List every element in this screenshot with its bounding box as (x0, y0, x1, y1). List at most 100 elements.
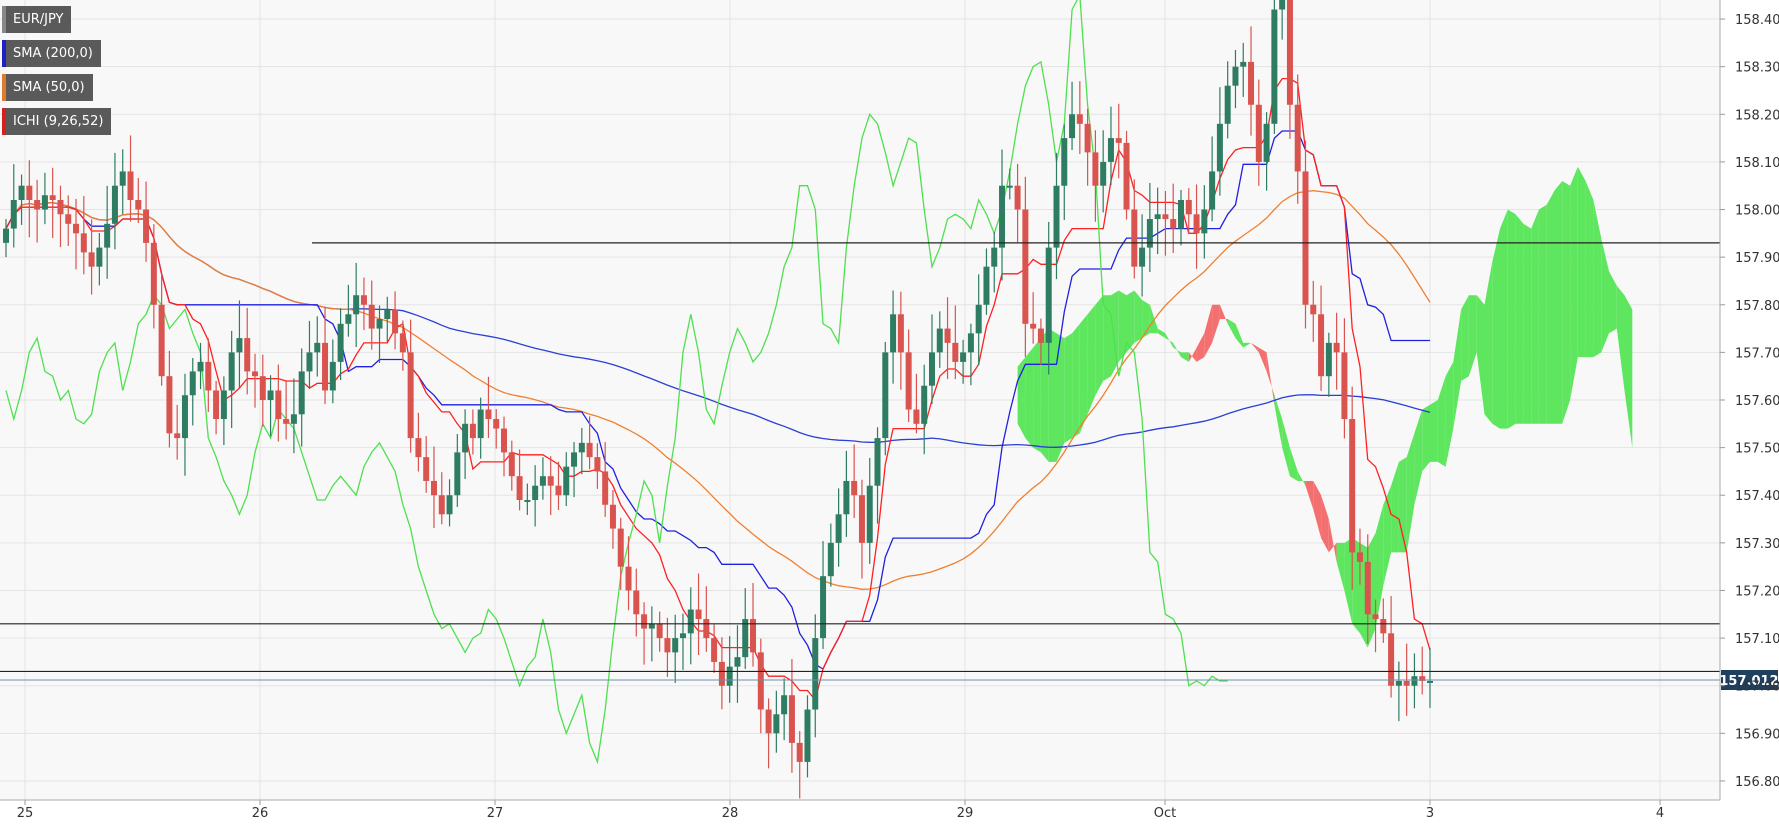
candle-body (641, 614, 648, 629)
sma50-line (5, 190, 1431, 590)
candle-body (1248, 61, 1255, 105)
candle-body (1302, 171, 1309, 305)
legend-ichimoku[interactable]: ICHI (9,26,52) (2, 108, 112, 135)
legend-ichimoku-label: ICHI (9,26,52) (13, 114, 104, 129)
candle-body (890, 314, 897, 353)
candle-body (1014, 185, 1021, 210)
cloud-segment (1173, 342, 1181, 358)
candle-body (275, 390, 282, 420)
legend-symbol-label: EUR/JPY (13, 12, 64, 27)
candle-body (1030, 323, 1037, 329)
candle-body (1084, 123, 1091, 153)
candle-body (174, 433, 181, 439)
y-tick-label: 157.600 (1735, 394, 1779, 409)
y-tick-label: 157.700 (1735, 346, 1779, 361)
candle-body (415, 438, 422, 458)
candle-body (835, 514, 842, 543)
candle-body (905, 352, 912, 410)
candle-body (1263, 123, 1270, 162)
candle-body (283, 419, 290, 424)
candle-body (1232, 66, 1239, 86)
y-tick-label: 157.300 (1735, 537, 1779, 552)
candle-body (1076, 114, 1083, 124)
candle-body (88, 252, 95, 267)
candle-body (252, 371, 259, 377)
candle-body (1006, 185, 1013, 188)
candle-body (734, 657, 741, 667)
cloud-segment (1538, 204, 1547, 424)
y-tick-label: 157.400 (1735, 489, 1779, 504)
cloud-segment (1624, 295, 1633, 448)
candle-body (1139, 247, 1146, 267)
cloud-segment (1593, 200, 1602, 358)
candle-body (493, 419, 500, 429)
candle-body (1092, 152, 1099, 186)
candle-body (1177, 200, 1184, 229)
cloud-segment (1468, 295, 1477, 377)
candle-body (119, 171, 126, 186)
candle-body (57, 200, 64, 215)
candle-body (547, 476, 554, 486)
candle-body (539, 476, 546, 486)
candle-body (1419, 676, 1426, 681)
candle-body (928, 352, 935, 386)
cloud-segment (1149, 304, 1158, 334)
cloud-segment (1126, 290, 1135, 353)
cloud-segment (1103, 295, 1111, 381)
candle-body (765, 709, 772, 734)
candle-body (851, 480, 858, 496)
legend-sma50[interactable]: SMA (50,0) (2, 74, 93, 101)
candle-body (1356, 552, 1363, 562)
candle-body (812, 638, 819, 710)
cloud-segment (1344, 538, 1353, 624)
cloud-segment (1546, 190, 1555, 424)
candle-body (742, 619, 749, 658)
cloud-segment (1609, 271, 1617, 334)
candle-body (1201, 209, 1208, 234)
cloud-segment (1118, 290, 1127, 362)
cloud-segment (1406, 433, 1415, 553)
candle-body (571, 452, 578, 467)
y-tick-label: 156.800 (1735, 775, 1779, 790)
candle-body (423, 457, 430, 481)
candle-body (1364, 561, 1371, 615)
candle-body (656, 623, 663, 639)
candle-body (1100, 161, 1107, 186)
cloud-segment (1554, 181, 1563, 424)
cloud-segment (1297, 471, 1306, 486)
legend-sma200[interactable]: SMA (200,0) (2, 40, 101, 67)
candle-body (586, 442, 593, 458)
candle-body (524, 500, 531, 502)
candle-body (345, 314, 352, 324)
cloud-segment (1453, 309, 1462, 429)
cloud-segment (1165, 333, 1174, 348)
cloud-segment (1437, 376, 1446, 467)
cloud-segment (1282, 419, 1290, 477)
candle-body (368, 304, 375, 329)
candle-body (1427, 680, 1433, 683)
cloud-segment (1196, 333, 1205, 362)
cloud-segment (1577, 166, 1586, 358)
candle-body (999, 185, 1006, 248)
candle-body (1380, 619, 1387, 634)
cloud-segment (1430, 400, 1438, 462)
candle-body (703, 619, 710, 639)
candle-body (1154, 214, 1161, 220)
cloud-segment (1033, 338, 1041, 453)
candle-body (773, 714, 780, 734)
cloud-segment (1500, 209, 1508, 429)
x-tick-label: 28 (722, 806, 739, 821)
current-price-tag (1721, 670, 1778, 690)
candle-body (189, 371, 196, 396)
candle-body (858, 495, 865, 543)
cloud-segment (1445, 361, 1454, 467)
legend-symbol[interactable]: EUR/JPY (2, 6, 72, 33)
cloud-segment (1616, 285, 1625, 391)
x-tick-label: 4 (1656, 806, 1664, 821)
candle-body (337, 323, 344, 362)
cloud-segment (1515, 214, 1524, 424)
candle-body (150, 242, 157, 305)
candle-body (711, 638, 718, 662)
